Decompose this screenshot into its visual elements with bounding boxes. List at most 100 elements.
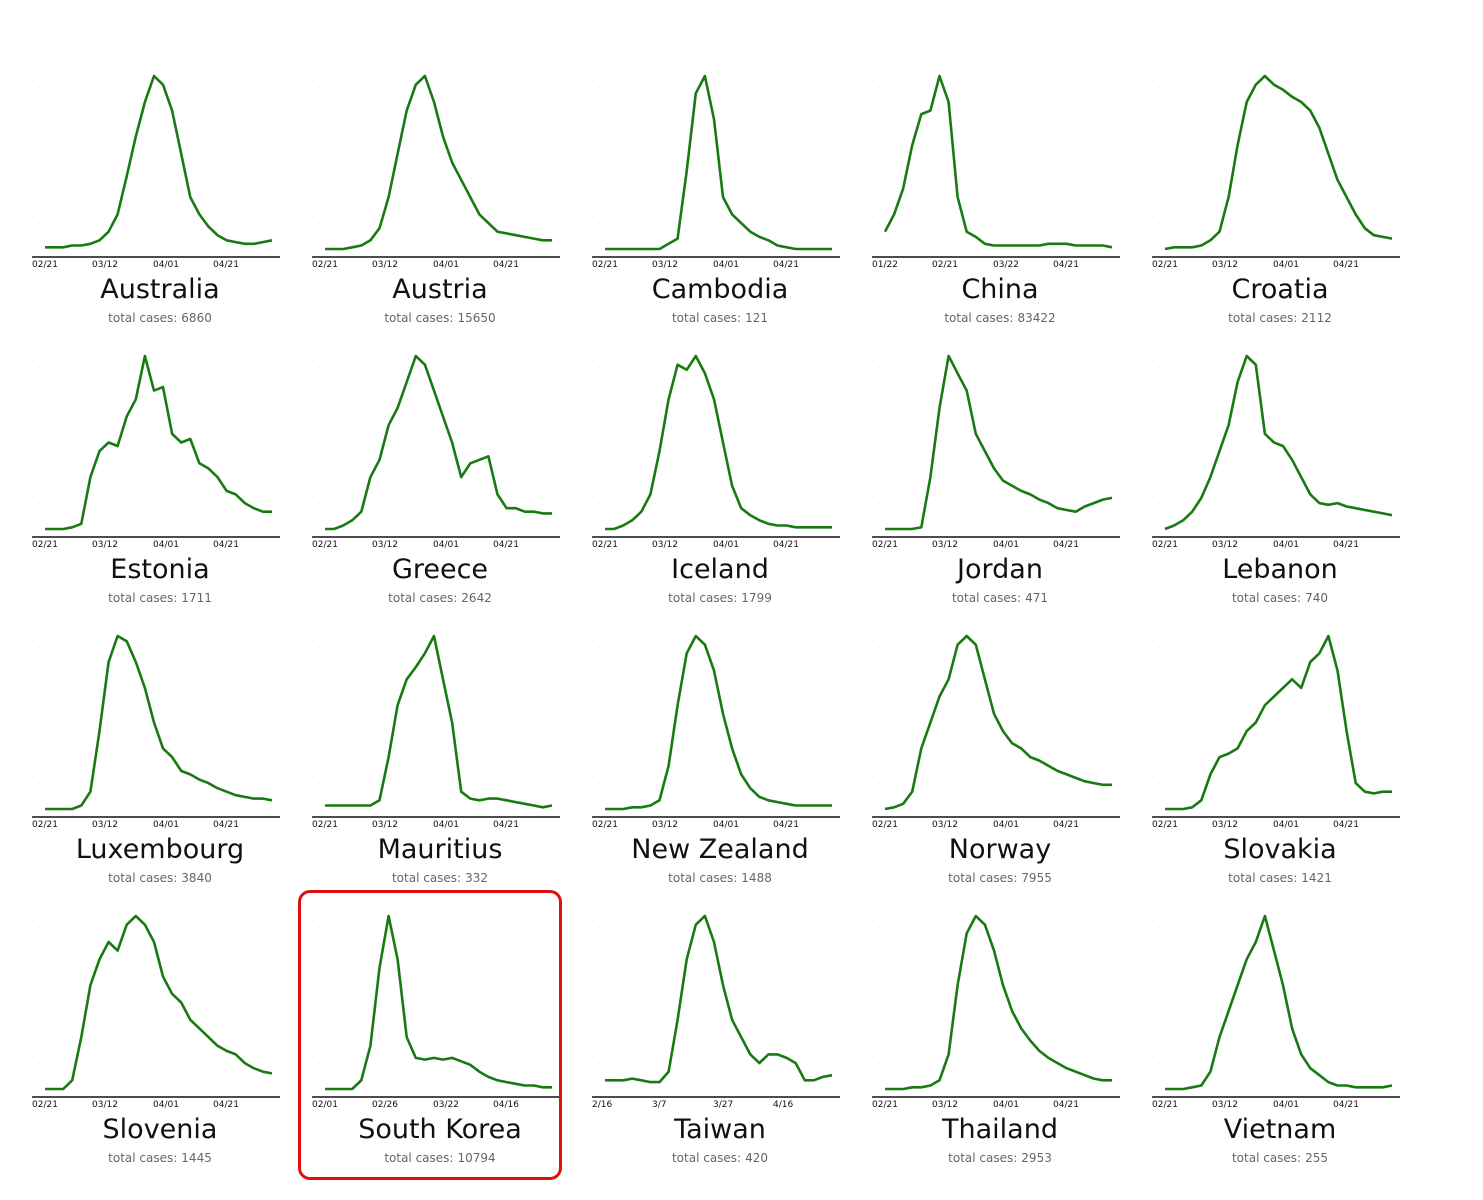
y-axis-dot [872, 708, 873, 709]
x-tick-label: 04/21 [213, 260, 239, 270]
x-tick-label: 03/12 [372, 820, 398, 830]
y-axis-dot [872, 216, 873, 217]
x-tick-label: 02/21 [872, 820, 898, 830]
x-tick-label: 04/21 [493, 540, 519, 550]
total-cases-value: 15650 [457, 311, 496, 325]
total-cases-value: 2112 [1301, 311, 1332, 325]
total-cases-label: total cases: [671, 1151, 742, 1165]
chart-panel: 02/21 03/12 04/01 04/21 Australia total cases… [20, 50, 300, 330]
y-axis-dot [312, 148, 313, 149]
x-tick-label: 04/21 [1333, 1100, 1359, 1110]
line-chart: 02/21 03/12 04/01 04/21 [32, 914, 280, 1110]
y-axis-dot [312, 462, 313, 463]
x-tick-label: 04/21 [773, 540, 799, 550]
x-tick-label: 03/12 [652, 540, 678, 550]
x-tick-label: 04/21 [493, 820, 519, 830]
total-cases-value: 471 [1025, 591, 1049, 605]
y-axis-dot [312, 182, 313, 183]
chart-panel: 02/21 03/12 04/01 04/21 Luxembourg total case… [20, 610, 300, 890]
x-tick-label: 04/01 [433, 820, 459, 830]
total-cases: total cases: 471 [860, 590, 1140, 606]
y-axis-dot [1152, 250, 1153, 251]
y-axis-dot [312, 80, 313, 81]
x-tick-label: 04/21 [1333, 260, 1359, 270]
country-name: Greece [391, 554, 489, 585]
total-cases-value: 1445 [181, 1151, 212, 1165]
x-tick-label: 03/12 [1212, 1100, 1238, 1110]
total-cases: total cases: 83422 [860, 310, 1140, 326]
y-axis-dot [1152, 954, 1153, 955]
line-chart: 02/21 03/12 04/01 04/21 [1152, 914, 1400, 1110]
y-axis-dot [1152, 216, 1153, 217]
total-cases-label: total cases: [948, 1151, 1018, 1165]
y-axis-dot [592, 428, 593, 429]
line-chart: 02/21 03/12 04/01 04/21 [592, 634, 840, 830]
x-tick-label: 02/21 [592, 820, 618, 830]
x-tick-label: 03/12 [92, 820, 118, 830]
y-axis-dot [872, 742, 873, 743]
series-line [325, 354, 552, 531]
y-axis-dot [32, 250, 33, 251]
y-axis-dot [872, 674, 873, 675]
total-cases: total cases: 1445 [20, 1150, 300, 1166]
y-axis-dot [592, 708, 593, 709]
country-name: Mauritius [377, 834, 503, 865]
total-cases-label: total cases: [671, 311, 742, 325]
y-axis-dot [312, 1056, 313, 1057]
y-axis-dot [872, 394, 873, 395]
y-axis-dot [312, 428, 313, 429]
y-axis-dot [592, 1022, 593, 1023]
x-tick-label: 03/12 [1212, 820, 1238, 830]
y-axis-dot [1152, 114, 1153, 115]
chart-panel: 02/21 03/12 04/01 04/21 Jordan total cases: 47… [860, 330, 1140, 610]
total-cases-label: total cases: [108, 311, 178, 325]
chart-panel: 2/16 3/7 3/27 4/16 Taiwan total cases: 420 [580, 890, 860, 1170]
series-line [1164, 74, 1393, 251]
y-axis-dot [312, 810, 313, 811]
x-tick-label: 02/21 [872, 1100, 898, 1110]
line-chart: 02/21 03/12 04/01 04/21 [312, 634, 560, 830]
y-axis-dot [592, 988, 593, 989]
y-axis-dot [872, 920, 873, 921]
y-axis-dot [32, 216, 33, 217]
y-axis-dot [32, 776, 33, 777]
x-tick-label: 02/21 [932, 260, 958, 270]
x-tick-label: 04/01 [713, 260, 739, 270]
line-chart: 02/21 03/12 04/01 04/21 [872, 634, 1120, 830]
y-axis-dot [592, 1090, 593, 1091]
total-cases: total cases: 1421 [1140, 870, 1420, 886]
total-cases: total cases: 15650 [300, 310, 580, 326]
x-tick-label: 03/22 [993, 260, 1019, 270]
x-tick-label: 4/16 [773, 1100, 793, 1110]
y-axis-dot [1152, 394, 1153, 395]
x-tick-label: 04/01 [433, 540, 459, 550]
total-cases: total cases: 121 [580, 310, 860, 326]
y-axis-dot [312, 1090, 313, 1091]
x-tick-label: 04/21 [1053, 820, 1079, 830]
x-tick-label: 02/21 [312, 540, 338, 550]
y-axis-dot [1152, 80, 1153, 81]
x-tick-label: 02/01 [312, 1100, 338, 1110]
y-axis-dot [312, 708, 313, 709]
chart-panel: 02/01 02/26 03/22 04/16 South Korea total cas… [300, 890, 580, 1170]
country-name: Iceland [671, 554, 769, 585]
y-axis-dot [1152, 428, 1153, 429]
x-tick-label: 04/01 [713, 540, 739, 550]
total-cases-label: total cases: [1228, 311, 1298, 325]
country-name: Taiwan [674, 1114, 766, 1145]
y-axis-dot [32, 496, 33, 497]
country-name: Slovakia [1223, 834, 1337, 865]
country-name: Norway [948, 834, 1052, 865]
total-cases-value: 1711 [181, 591, 212, 605]
y-axis-dot [312, 496, 313, 497]
y-axis-dot [312, 776, 313, 777]
y-axis-dot [592, 920, 593, 921]
line-chart: 02/21 03/12 04/01 04/21 [1152, 354, 1400, 550]
total-cases-label: total cases: [388, 591, 458, 605]
total-cases-value: 2642 [461, 591, 492, 605]
x-tick-label: 04/01 [153, 260, 179, 270]
x-tick-label: 04/01 [433, 260, 459, 270]
series-line [605, 914, 833, 1084]
x-tick-label: 02/26 [372, 1100, 398, 1110]
total-cases-value: 740 [1305, 591, 1329, 605]
